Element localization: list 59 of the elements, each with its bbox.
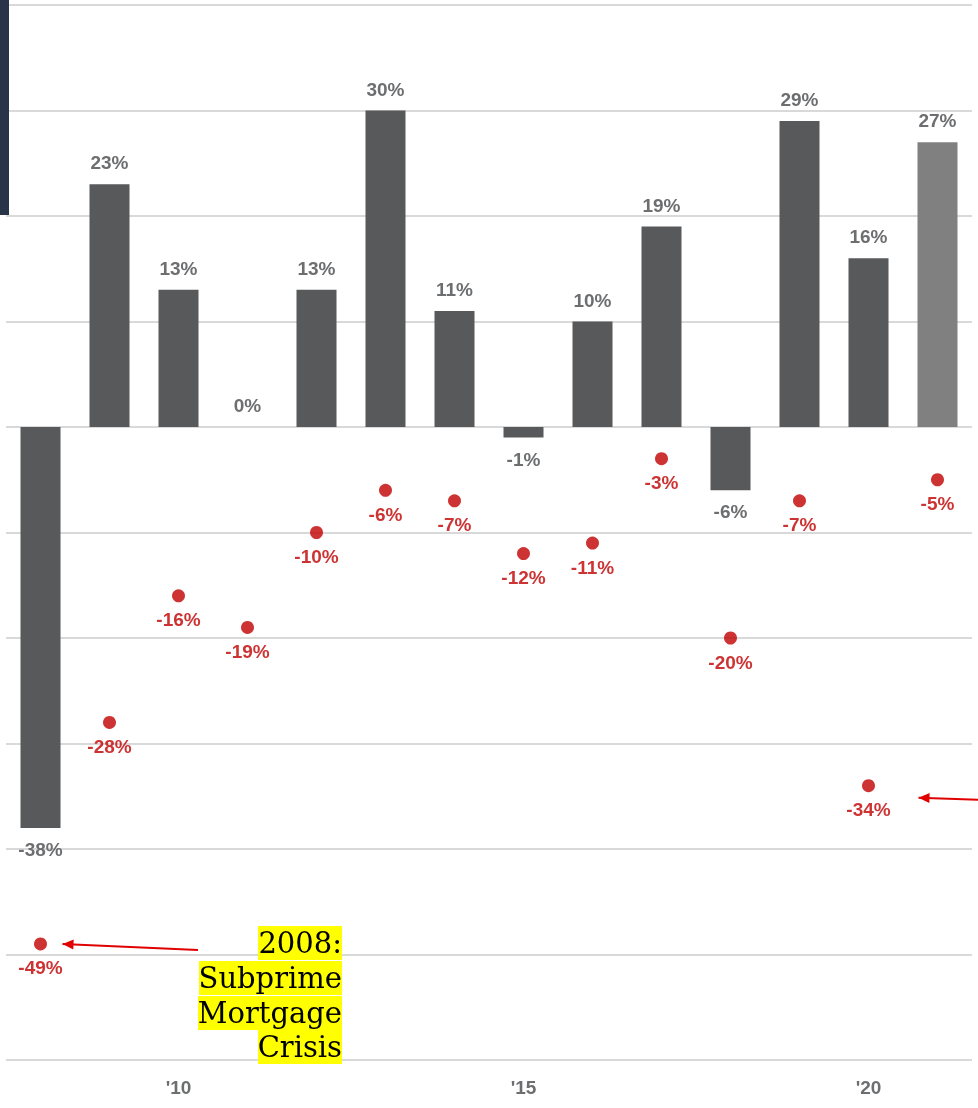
x-tick-label: '10 bbox=[165, 1077, 192, 1098]
bar bbox=[779, 121, 820, 427]
data-label: 10% bbox=[573, 289, 612, 311]
point bbox=[310, 526, 323, 539]
data-label: 30% bbox=[366, 78, 405, 100]
data-label: 29% bbox=[780, 89, 819, 111]
point bbox=[931, 473, 944, 487]
data-label: -5% bbox=[920, 493, 955, 515]
point bbox=[862, 779, 875, 793]
bar bbox=[296, 289, 337, 427]
data-label: 11% bbox=[436, 278, 474, 300]
bar bbox=[641, 226, 682, 427]
bar bbox=[710, 427, 751, 491]
bar bbox=[89, 184, 130, 427]
bar bbox=[572, 321, 613, 427]
data-label: 13% bbox=[297, 257, 336, 279]
data-label: 0% bbox=[233, 395, 262, 416]
point bbox=[448, 494, 461, 508]
point bbox=[586, 536, 599, 550]
data-label: -34% bbox=[846, 799, 891, 821]
data-label: -20% bbox=[708, 651, 753, 673]
data-label: 13% bbox=[159, 257, 198, 279]
bar bbox=[917, 142, 958, 427]
data-label: -49% bbox=[18, 957, 63, 979]
point bbox=[793, 494, 806, 508]
point bbox=[172, 589, 185, 603]
data-label: -6% bbox=[713, 501, 748, 523]
bar bbox=[503, 427, 544, 438]
point bbox=[379, 483, 392, 497]
data-label: -16% bbox=[156, 609, 201, 631]
data-label: -12% bbox=[501, 567, 546, 589]
data-label: 16% bbox=[849, 226, 888, 248]
bar bbox=[158, 289, 199, 427]
data-label: -7% bbox=[437, 514, 472, 536]
data-label: 23% bbox=[90, 152, 129, 174]
data-label: -28% bbox=[87, 735, 132, 757]
point bbox=[103, 715, 116, 729]
data-label: 19% bbox=[642, 194, 681, 216]
data-label: -10% bbox=[294, 546, 339, 567]
point bbox=[517, 547, 530, 561]
data-label: -11% bbox=[570, 556, 615, 578]
point bbox=[34, 937, 47, 951]
x-tick-label: '15 bbox=[510, 1077, 537, 1098]
point bbox=[241, 620, 254, 634]
data-label: -6% bbox=[368, 503, 403, 525]
data-label: -38% bbox=[18, 838, 63, 860]
data-label: -1% bbox=[506, 448, 541, 470]
data-label: -19% bbox=[225, 640, 270, 662]
data-label: -7% bbox=[782, 514, 817, 536]
bar bbox=[848, 258, 889, 427]
bar bbox=[20, 427, 61, 828]
bar bbox=[434, 310, 475, 427]
point bbox=[724, 631, 737, 645]
bar bbox=[365, 110, 406, 427]
annotation: 2008: Subprime Mortgage Crisis bbox=[197, 926, 342, 1065]
data-label: 27% bbox=[918, 110, 957, 132]
x-tick-label: '20 bbox=[855, 1077, 882, 1098]
data-label: -3% bbox=[644, 472, 679, 494]
point bbox=[655, 452, 668, 466]
